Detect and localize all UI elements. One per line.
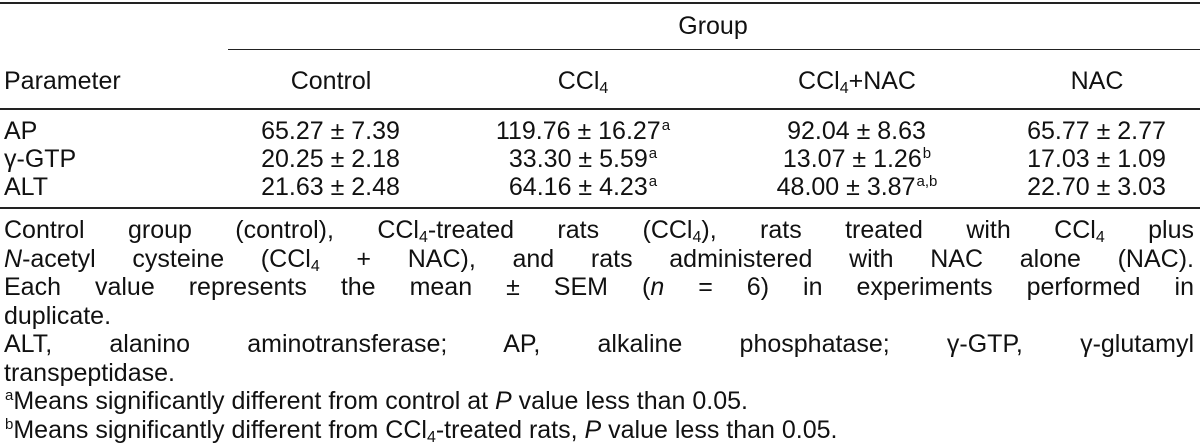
- group-underline: [228, 49, 1200, 50]
- header-nac: NAC: [1070, 67, 1124, 95]
- table-cell: 48.00 ± 3.87a,b: [776, 173, 938, 201]
- table-cell: 92.04 ± 8.63: [787, 117, 926, 145]
- header-parameter: Parameter: [4, 67, 121, 95]
- footnote-abbrev-line2: transpeptidase.: [4, 358, 175, 387]
- table-cell: 64.16 ± 4.23a: [508, 173, 658, 201]
- footnote-abbrev-line1: ALT, alanino aminotransferase; AP, alkal…: [4, 330, 1194, 358]
- group-header: Group: [678, 12, 748, 40]
- footnote-groups-line1: Control group (control), CCl4-treated ra…: [4, 216, 1194, 246]
- footnote-a: aMeans significantly different from cont…: [5, 387, 749, 415]
- table-cell: 65.27 ± 7.39: [261, 117, 400, 145]
- table-cell: 65.77 ± 2.77: [1027, 117, 1166, 145]
- table-bottom-rule: [0, 207, 1200, 209]
- row-ap-label: AP: [4, 117, 38, 145]
- table-footnotes: Control group (control), CCl4-treated ra…: [4, 216, 1195, 446]
- table-top-rule: [0, 2, 1200, 4]
- header-ccl4: CCl4: [557, 67, 609, 97]
- footnote-mean-line2: duplicate.: [4, 301, 112, 330]
- table-cell: 33.30 ± 5.59a: [508, 145, 658, 173]
- table-cell: 20.25 ± 2.18: [261, 145, 400, 173]
- table-cell: 119.76 ± 16.27a: [495, 117, 671, 145]
- table-cell: 22.70 ± 3.03: [1027, 173, 1166, 201]
- header-rule: [0, 108, 1200, 110]
- table-cell: 21.63 ± 2.48: [261, 173, 400, 201]
- header-ccl4-nac: CCl4+NAC: [798, 67, 916, 97]
- row-alt-label: ALT: [4, 173, 48, 201]
- footnote-mean-line1: Each value represents the mean ± SEM (n …: [4, 273, 1195, 301]
- footnote-groups-line2: N-acetyl cysteine (CCl4 + NAC), and rats…: [4, 244, 1194, 275]
- table-cell: 17.03 ± 1.09: [1027, 145, 1166, 173]
- footnote-b: bMeans significantly different from CCl4…: [5, 415, 838, 446]
- table-cell: 13.07 ± 1.26b: [782, 145, 932, 173]
- row-ggtp-label: γ-GTP: [4, 145, 77, 173]
- header-control: Control: [290, 67, 372, 95]
